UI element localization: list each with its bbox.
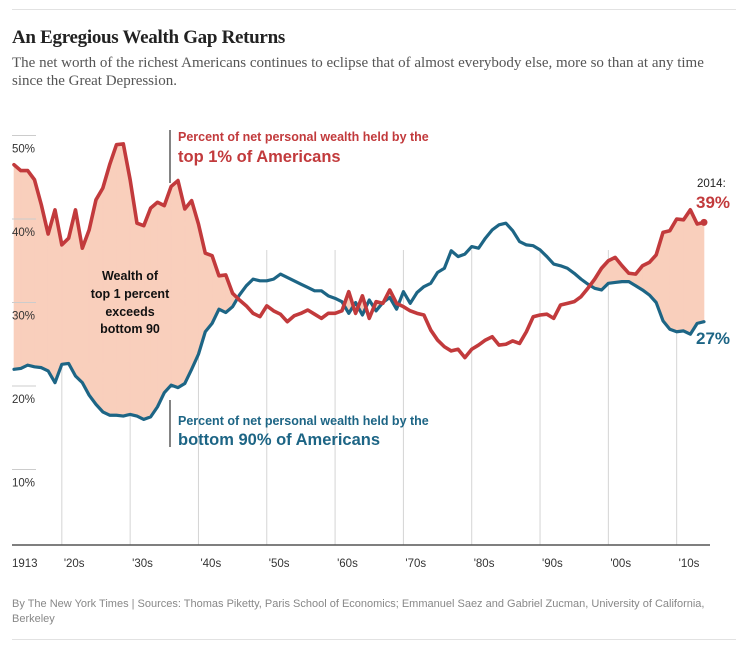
bottom90-label-small: Percent of net personal wealth held by t…: [178, 414, 429, 428]
y-tick-label-30: 30%: [12, 311, 35, 323]
y-tick-label-10: 10%: [12, 478, 35, 490]
gap-annotation-line-2: top 1 percent: [91, 287, 170, 301]
y-tick-label-20: 20%: [12, 394, 35, 406]
wealth-gap-chart: 10% 20% 30% 40% 50% 1913 '20s '30s '40s '50s '60s…: [12, 130, 730, 570]
x-tick-label-1930: '30s: [132, 558, 153, 570]
gap-annotation-line-3: exceeds: [105, 305, 154, 319]
bottom90-label-large: bottom 90% of Americans: [178, 431, 380, 449]
y-tick-label-50: 50%: [12, 144, 35, 156]
x-tick-label-1950: '50s: [269, 558, 290, 570]
top1-label-large: top 1% of Americans: [178, 148, 341, 166]
x-tick-label-1960: '60s: [337, 558, 358, 570]
top1-end-value: 39%: [696, 193, 730, 212]
x-tick-label-1920: '20s: [64, 558, 85, 570]
gap-annotation-line-4: bottom 90: [100, 322, 160, 336]
x-tick-label-1970: '70s: [405, 558, 426, 570]
end-year-label: 2014:: [697, 178, 726, 190]
source-credit: By The New York Times | Sources: Thomas …: [12, 598, 705, 625]
x-axis-ticks: 1913 '20s '30s '40s '50s '60s '70s '80s '90s '00s…: [12, 558, 700, 570]
x-tick-label-1990: '90s: [542, 558, 563, 570]
chart-title: An Egregious Wealth Gap Returns: [12, 27, 285, 48]
x-tick-label-2010: '10s: [679, 558, 700, 570]
gap-annotation-line-1: Wealth of: [102, 269, 159, 283]
x-tick-label-2000: '00s: [610, 558, 631, 570]
chart-subtitle: The net worth of the richest Americans c…: [12, 55, 704, 89]
y-axis-ticks: 10% 20% 30% 40% 50%: [12, 135, 36, 490]
x-tick-label-1913: 1913: [12, 558, 38, 570]
bottom90-end-value: 27%: [696, 329, 730, 348]
top1-end-dot: [700, 218, 708, 226]
x-tick-label-1980: '80s: [474, 558, 495, 570]
y-tick-label-40: 40%: [12, 227, 35, 239]
top-rule: [12, 9, 736, 10]
x-tick-label-1940: '40s: [200, 558, 221, 570]
top1-label-small: Percent of net personal wealth held by t…: [178, 130, 429, 144]
bottom-rule: [12, 639, 736, 640]
series-line-top1: [12, 142, 706, 360]
